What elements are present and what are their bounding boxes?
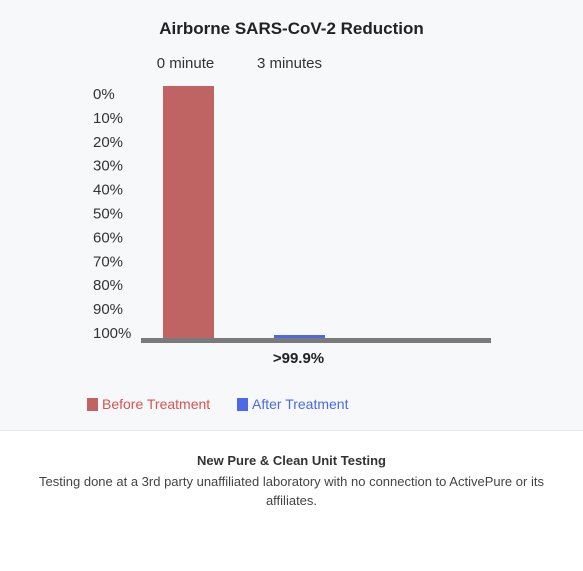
legend-item-after: After Treatment xyxy=(237,396,348,412)
footer-title: New Pure & Clean Unit Testing xyxy=(196,453,386,468)
legend: Before Treatment After Treatment xyxy=(0,396,583,416)
y-tick-label: 60% xyxy=(93,229,123,246)
chart-panel: Airborne SARS-CoV-2 Reduction 0% 10% 20% 30… xyxy=(0,19,583,431)
chart-title: Airborne SARS-CoV-2 Reduction xyxy=(159,19,424,38)
y-tick-label: 100% xyxy=(93,325,131,342)
legend-swatch-after xyxy=(237,397,248,411)
y-tick-label: 50% xyxy=(93,205,123,222)
footer-text: Testing done at a 3rd party unaffiliated… xyxy=(39,474,544,508)
legend-item-before: Before Treatment xyxy=(87,396,210,412)
x-axis-line xyxy=(141,338,491,343)
y-tick-label: 70% xyxy=(93,253,123,270)
y-tick-label: 80% xyxy=(93,277,123,294)
bar-chart: 0% 10% 20% 30% 40% 50% 60% 70% 80% 90% 100% 0 minut… xyxy=(93,55,491,367)
legend-swatch-before xyxy=(87,397,98,411)
y-tick-label: 40% xyxy=(93,182,123,199)
bar-before xyxy=(163,86,214,338)
y-tick-label: 20% xyxy=(93,134,123,151)
bar-after xyxy=(274,335,325,338)
reduction-annotation: >99.9% xyxy=(273,350,324,367)
y-tick-label: 10% xyxy=(93,110,123,127)
y-tick-label: 0% xyxy=(93,86,115,103)
category-label: 0 minute xyxy=(157,55,215,72)
legend-label-before: Before Treatment xyxy=(102,396,211,412)
category-label: 3 minutes xyxy=(257,55,322,72)
y-tick-label: 90% xyxy=(93,301,123,318)
legend-label-after: After Treatment xyxy=(252,396,349,412)
y-tick-label: 30% xyxy=(93,158,123,175)
